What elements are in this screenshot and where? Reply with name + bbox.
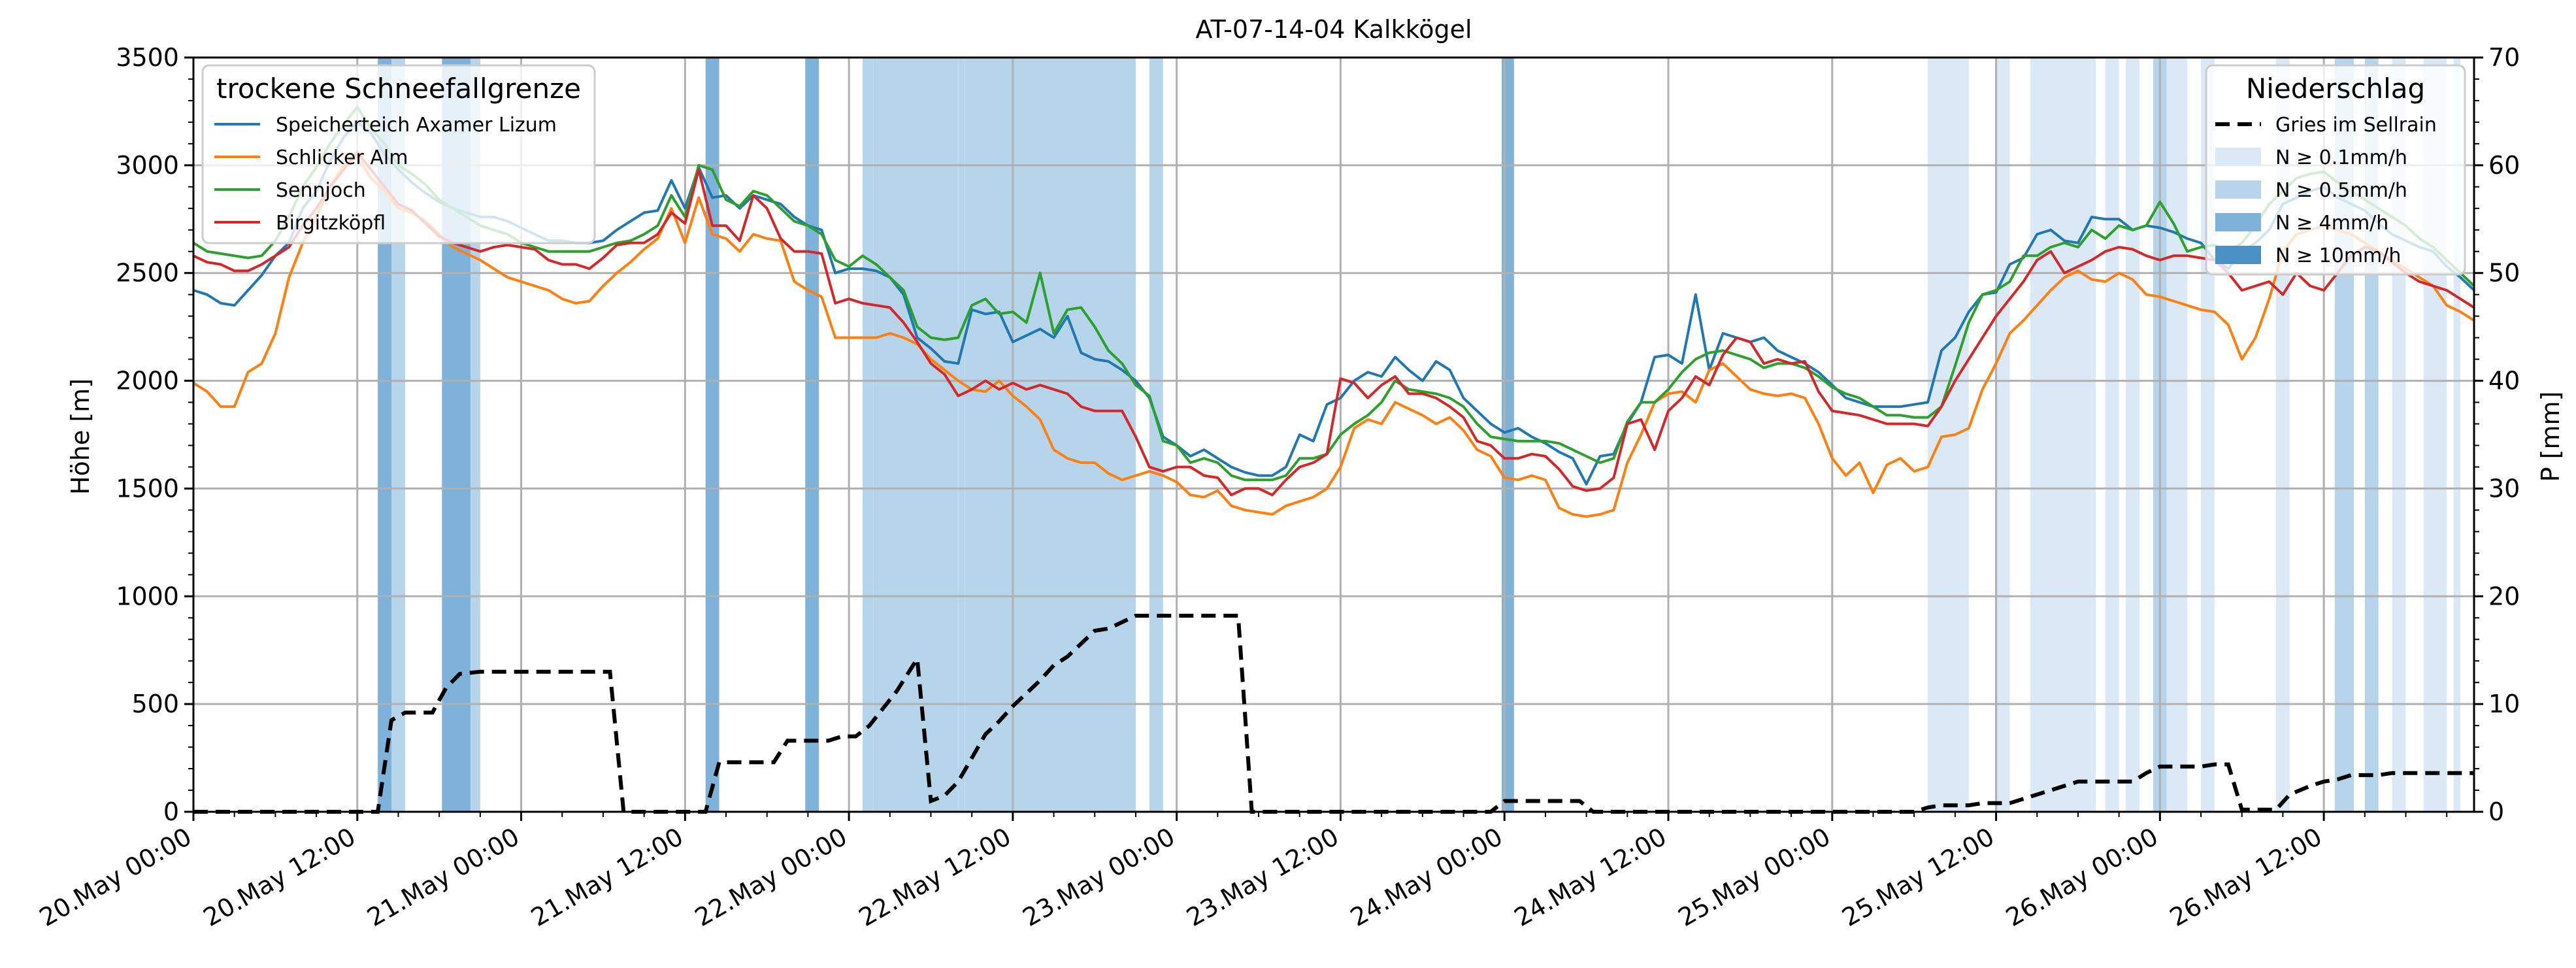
precip-band <box>2126 58 2139 812</box>
y-tick-label: 3000 <box>116 151 179 180</box>
precip-series <box>193 614 2474 814</box>
y2-tick-label: 50 <box>2488 259 2520 288</box>
legend-label: N ≥ 0.1mm/h <box>2275 146 2407 169</box>
precip-band <box>805 58 819 812</box>
y2-tick-label: 30 <box>2488 474 2520 503</box>
legend-label: N ≥ 10mm/h <box>2275 244 2401 267</box>
y2-tick-label: 0 <box>2488 797 2504 826</box>
precip-band <box>2030 58 2096 812</box>
plot-frame <box>192 56 2475 813</box>
precip-band <box>958 58 965 812</box>
y-tick-label: 1500 <box>116 474 179 503</box>
legend-label: Speicherteich Axamer Lizum <box>276 114 557 137</box>
y-tick-label: 0 <box>163 797 179 826</box>
legend-label: N ≥ 4mm/h <box>2275 212 2388 235</box>
legend-right-box <box>2205 64 2466 276</box>
y2-tick-label: 70 <box>2488 43 2520 72</box>
legend-label: N ≥ 0.5mm/h <box>2275 179 2407 202</box>
legend-right-title: Niederschlag <box>2246 73 2425 105</box>
y-tick-label: 1000 <box>116 582 179 610</box>
series-line <box>193 151 2475 497</box>
legend-right: Niederschlag Gries im Sellrain N ≥ 0.1mm/… <box>2205 64 2466 276</box>
precip-band <box>965 58 1136 812</box>
legend-label: Birgitzköpfl <box>276 212 386 235</box>
y2-tick-label: 20 <box>2488 582 2520 610</box>
precip-band <box>1996 58 2010 812</box>
precip-band <box>378 58 392 812</box>
precip-band <box>2166 58 2188 812</box>
precip-band <box>873 58 959 812</box>
precip-band <box>705 58 719 812</box>
precip-band <box>2453 58 2461 812</box>
legend-left-title: trockene Schneefallgrenze <box>216 73 581 105</box>
precip-band <box>471 58 480 812</box>
y-tick-label: 2500 <box>116 259 179 288</box>
legend-left-box <box>201 64 596 244</box>
y-axis-ticks: 0 500 1000 1500 2000 2500 3000 3500 <box>116 43 193 826</box>
y2-axis-ticks: 0 10 20 30 40 50 60 70 <box>2474 43 2520 826</box>
y2-tick-label: 40 <box>2488 367 2520 395</box>
legend-swatch <box>2215 148 2261 166</box>
precip-line <box>193 614 2474 814</box>
precip-band <box>863 58 874 812</box>
legend-swatch <box>2215 213 2261 231</box>
precip-band <box>2105 58 2119 812</box>
y2-tick-label: 10 <box>2488 690 2520 718</box>
precip-band <box>1149 58 1163 812</box>
y2-tick-label: 60 <box>2488 151 2520 180</box>
y2-axis-title: P [mm] <box>2536 392 2565 482</box>
legend-left: trockene Schneefallgrenze Speicherteich … <box>201 64 596 244</box>
legend-left-items: Speicherteich Axamer Lizum Schlicker Alm S… <box>214 114 557 235</box>
y-axis-title: Höhe [m] <box>66 378 95 495</box>
legend-label: Schlicker Alm <box>276 146 408 169</box>
series-line <box>192 105 2475 482</box>
legend-swatch <box>2215 180 2261 199</box>
legend-right-items: Gries im Sellrain N ≥ 0.1mm/h N ≥ 0.5mm/h N… <box>2215 114 2437 267</box>
precip-bands <box>378 58 2461 812</box>
y-tick-label: 2000 <box>116 367 179 395</box>
legend-label: Gries im Sellrain <box>2275 114 2437 137</box>
precip-band <box>391 58 405 812</box>
chart-title: AT-07-14-04 Kalkkögel <box>1195 15 1472 44</box>
y-tick-label: 3500 <box>116 43 179 72</box>
legend-label: Sennjoch <box>276 179 366 202</box>
legend-swatch <box>2215 246 2261 264</box>
series-line <box>192 155 2475 518</box>
y-tick-label: 500 <box>131 690 179 718</box>
